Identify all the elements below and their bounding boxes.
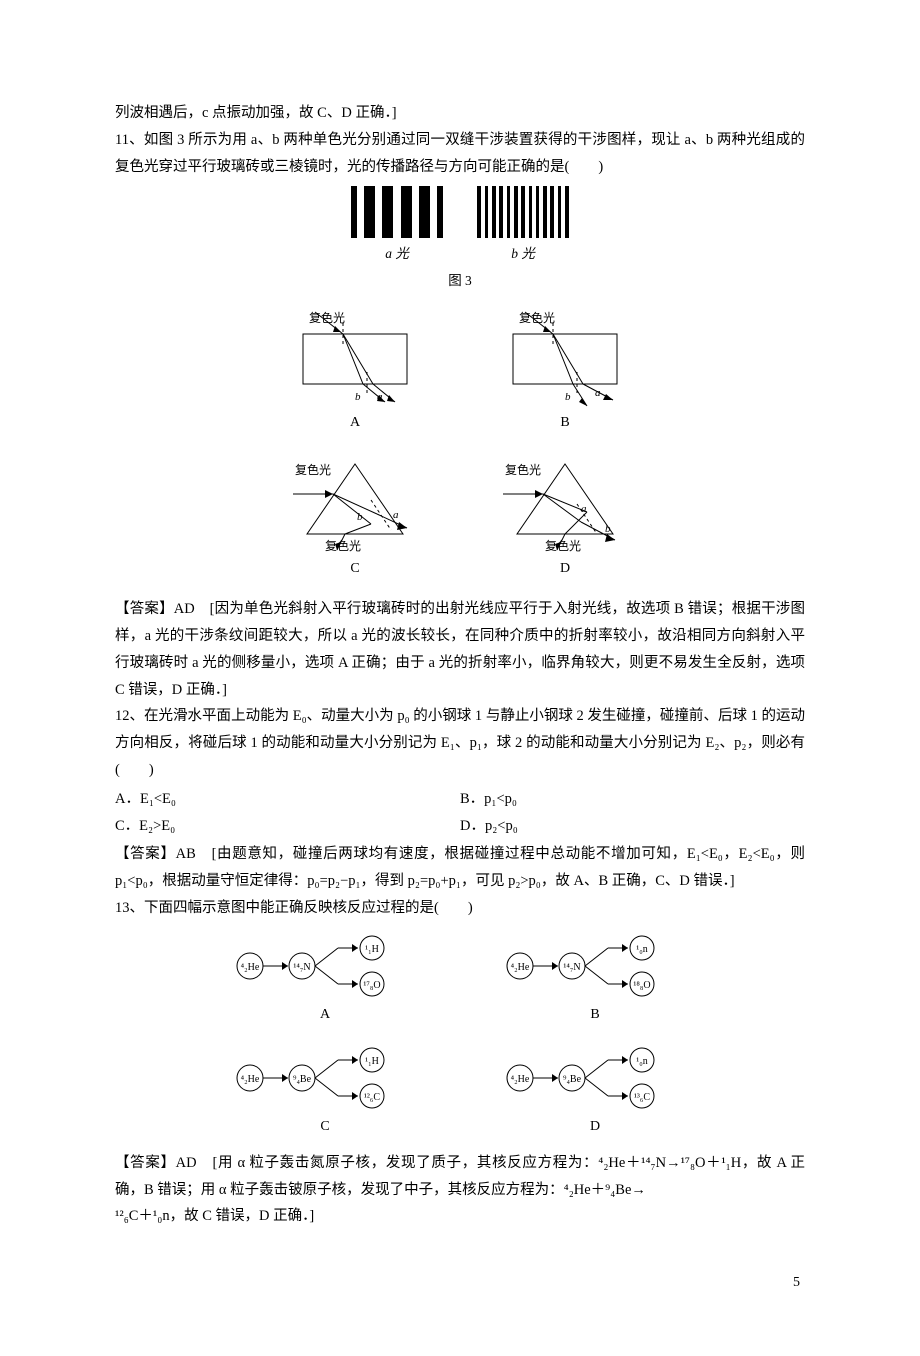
svg-text:复色光: 复色光 xyxy=(309,311,345,325)
slit-a: a 光 xyxy=(351,186,443,267)
svg-text:⁹₄Be: ⁹₄Be xyxy=(563,1074,582,1085)
svg-text:⁴₂He: ⁴₂He xyxy=(241,962,260,973)
svg-text:¹₁H: ¹₁H xyxy=(365,1056,379,1067)
q11-stem: 11、如图 3 所示为用 a、b 两种单色光分别通过同一双缝干涉装置获得的干涉图… xyxy=(115,127,805,181)
svg-text:b: b xyxy=(357,511,363,523)
q12-answer: 【答案】AB [由题意知，碰撞后两球均有速度，根据碰撞过程中总动能不增加可知，E… xyxy=(115,841,805,895)
svg-text:¹³₆C: ¹³₆C xyxy=(634,1092,650,1103)
svg-text:¹₁H: ¹₁H xyxy=(365,944,379,955)
q12-opt-d: D．p₂<p₀ xyxy=(460,813,805,840)
slit-b: b 光 xyxy=(477,186,569,267)
svg-text:⁴₂He: ⁴₂He xyxy=(241,1074,260,1085)
ref-d: 复色光 b a 复色光 xyxy=(495,454,635,582)
q13-answer-2: ¹²₆C＋¹₀n，故 C 错误，D 正确．] xyxy=(115,1203,805,1230)
svg-text:a: a xyxy=(581,503,587,515)
svg-text:⁴₂He: ⁴₂He xyxy=(511,1074,530,1085)
svg-text:a: a xyxy=(595,387,601,399)
ref-b: 复色光 b a B xyxy=(495,308,635,436)
slit-a-caption: a 光 xyxy=(385,246,409,261)
svg-text:b: b xyxy=(355,391,361,403)
nuclear-figs: ⁴₂He ¹⁴₇N ¹₁H ¹⁷₈O A xyxy=(115,928,805,1144)
svg-text:¹²₆C: ¹²₆C xyxy=(364,1092,380,1103)
q12-opt-a: A．E₁<E₀ xyxy=(115,786,460,813)
q12-opt-c: C．E₂>E₀ xyxy=(115,813,460,840)
svg-text:b: b xyxy=(565,391,571,403)
svg-text:复色光: 复色光 xyxy=(505,463,541,477)
q11-answer: 【答案】AD [因为单色光斜射入平行玻璃砖时的出射光线应平行于入射光线，故选项 … xyxy=(115,596,805,703)
svg-text:⁹₄Be: ⁹₄Be xyxy=(293,1074,312,1085)
svg-text:复色光: 复色光 xyxy=(325,539,361,553)
q12-stem: 12、在光滑水平面上动能为 E₀、动量大小为 p₀ 的小钢球 1 与静止小钢球 … xyxy=(115,703,805,783)
svg-text:复色光: 复色光 xyxy=(545,539,581,553)
ref-a: 复色光 b a A xyxy=(285,308,425,436)
fig-slits: a 光 b 光 图 3 xyxy=(115,186,805,294)
q13-answer-1: 【答案】AD [用 α 粒子轰击氮原子核，发现了质子，其核反应方程为：⁴₂He＋… xyxy=(115,1150,805,1204)
ref-c: 复色光 a b 复色光 xyxy=(285,454,425,582)
nuc-b: ⁴₂He ¹⁴₇N ¹₀n ¹⁸₈O B xyxy=(500,932,690,1028)
q12-opt-b: B．p₁<p₀ xyxy=(460,786,805,813)
svg-text:¹⁸₈O: ¹⁸₈O xyxy=(633,980,650,991)
nuc-a: ⁴₂He ¹⁴₇N ¹₁H ¹⁷₈O A xyxy=(230,932,420,1028)
page: 列波相遇后，c 点振动加强，故 C、D 正确．] 11、如图 3 所示为用 a、… xyxy=(0,0,920,1356)
svg-text:¹₀n: ¹₀n xyxy=(636,1056,647,1067)
nuc-d: ⁴₂He ⁹₄Be ¹₀n ¹³₆C D xyxy=(500,1044,690,1140)
slit-b-caption: b 光 xyxy=(511,246,535,261)
refraction-figs: 复色光 b a A xyxy=(115,300,805,590)
svg-text:a: a xyxy=(377,391,383,403)
svg-text:⁴₂He: ⁴₂He xyxy=(511,962,530,973)
svg-text:复色光: 复色光 xyxy=(295,463,331,477)
svg-text:¹₀n: ¹₀n xyxy=(636,944,647,955)
nuc-c: ⁴₂He ⁹₄Be ¹₁H ¹²₆C C xyxy=(230,1044,420,1140)
fig3-label: 图 3 xyxy=(115,269,805,294)
svg-text:b: b xyxy=(605,523,611,535)
intro-trail: 列波相遇后，c 点振动加强，故 C、D 正确．] xyxy=(115,100,805,127)
q12-options: A．E₁<E₀ B．p₁<p₀ C．E₂>E₀ D．p₂<p₀ xyxy=(115,786,805,840)
svg-text:¹⁴₇N: ¹⁴₇N xyxy=(563,962,580,973)
svg-text:复色光: 复色光 xyxy=(519,311,555,325)
q13-stem: 13、下面四幅示意图中能正确反映核反应过程的是( ) xyxy=(115,895,805,922)
svg-text:¹⁴₇N: ¹⁴₇N xyxy=(293,962,310,973)
svg-text:a: a xyxy=(393,509,399,521)
page-number: 5 xyxy=(115,1270,805,1296)
svg-text:¹⁷₈O: ¹⁷₈O xyxy=(363,980,380,991)
